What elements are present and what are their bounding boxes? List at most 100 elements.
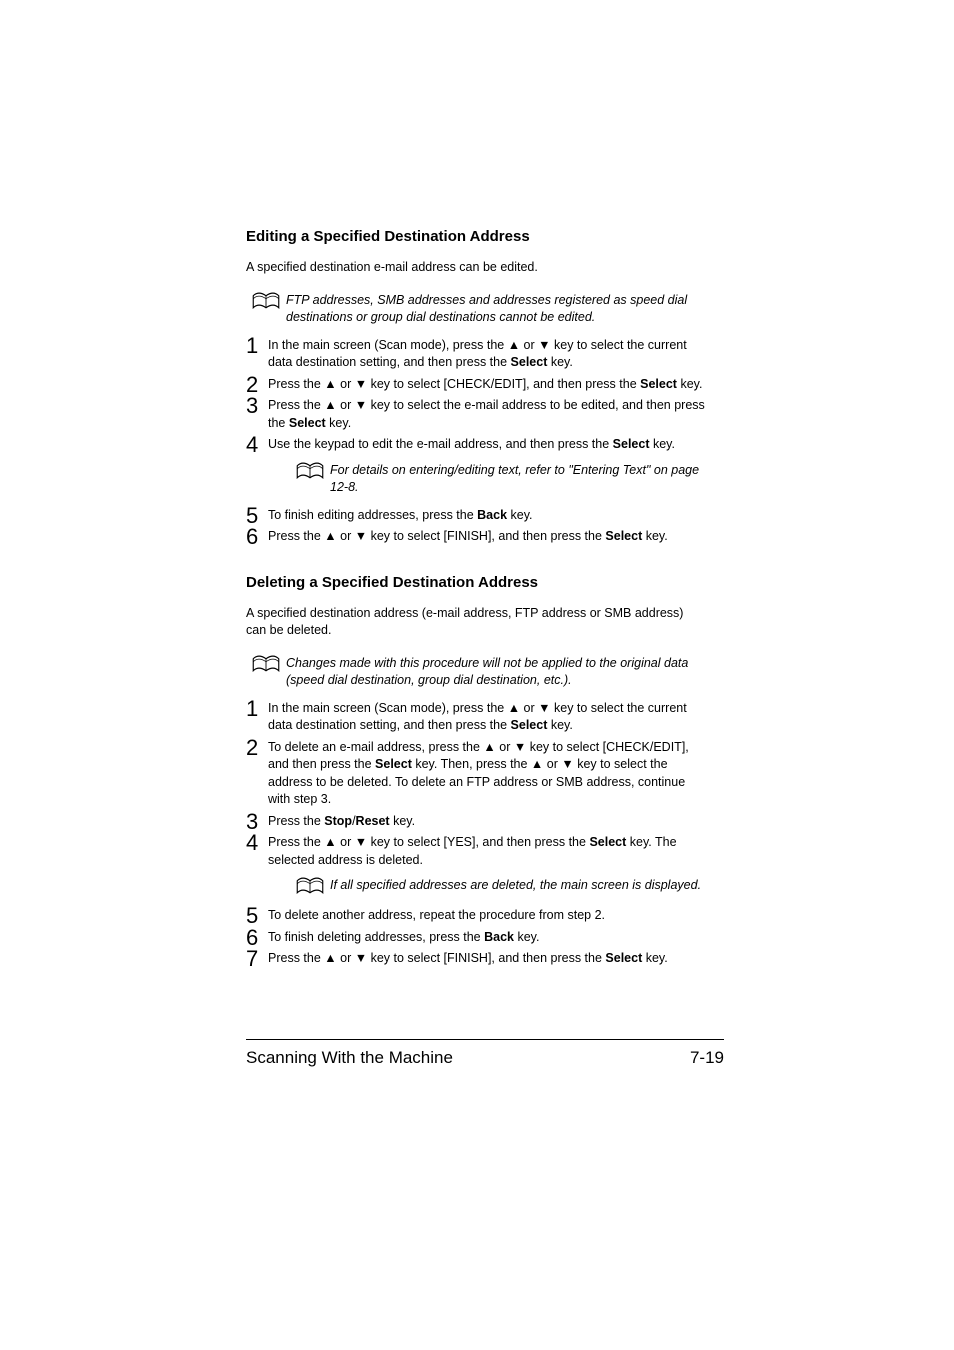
step-text: Press the	[268, 398, 324, 412]
step-text: Use the keypad to edit the e-mail addres…	[268, 437, 613, 451]
step: To finish editing addresses, press the B…	[246, 507, 706, 525]
footer-title: Scanning With the Machine	[246, 1048, 453, 1068]
step-text: key.	[514, 930, 539, 944]
step-text: Press the	[268, 951, 324, 965]
step-text: key.	[507, 508, 532, 522]
key-name: Select	[289, 416, 326, 430]
key-name: Select	[605, 529, 642, 543]
step-text: key.	[390, 814, 415, 828]
step: To finish deleting addresses, press the …	[246, 929, 706, 947]
step-text: In the main screen (Scan mode), press th…	[268, 338, 508, 352]
step-text: or	[520, 701, 538, 715]
up-triangle-icon: ▲	[324, 377, 336, 391]
up-triangle-icon: ▲	[324, 951, 336, 965]
step-text: key to select [YES], and then press the	[367, 835, 589, 849]
book-icon	[290, 460, 330, 482]
step: Press the Stop/Reset key.	[246, 813, 706, 831]
step-text: or	[496, 740, 514, 754]
note-block: If all specified addresses are deleted, …	[290, 875, 706, 897]
step-text: Press the	[268, 835, 324, 849]
step: In the main screen (Scan mode), press th…	[246, 337, 706, 372]
down-triangle-icon: ▼	[355, 835, 367, 849]
step: Press the ▲ or ▼ key to select [CHECK/ED…	[246, 376, 706, 394]
note-block: FTP addresses, SMB addresses and address…	[246, 290, 706, 327]
page-container: Editing a Specified Destination Address …	[0, 0, 954, 1350]
step-text: To finish deleting addresses, press the	[268, 930, 484, 944]
step-text: key.	[650, 437, 675, 451]
up-triangle-icon: ▲	[324, 529, 336, 543]
down-triangle-icon: ▼	[355, 951, 367, 965]
note-text: Changes made with this procedure will no…	[286, 653, 706, 690]
step-text: Press the	[268, 377, 324, 391]
page-number: 7-19	[690, 1048, 724, 1068]
step-text: key.	[326, 416, 351, 430]
key-name: Select	[511, 355, 548, 369]
step-text: To finish editing addresses, press the	[268, 508, 477, 522]
down-triangle-icon: ▼	[538, 338, 550, 352]
step: Press the ▲ or ▼ key to select the e-mai…	[246, 397, 706, 432]
step-text: or	[337, 835, 355, 849]
section-heading-delete: Deleting a Specified Destination Address	[246, 574, 706, 591]
key-name: Back	[484, 930, 514, 944]
up-triangle-icon: ▲	[324, 835, 336, 849]
note-text: FTP addresses, SMB addresses and address…	[286, 290, 706, 327]
down-triangle-icon: ▼	[355, 398, 367, 412]
step-text: or	[520, 338, 538, 352]
down-triangle-icon: ▼	[514, 740, 526, 754]
step: Use the keypad to edit the e-mail addres…	[246, 436, 706, 497]
up-triangle-icon: ▲	[324, 398, 336, 412]
down-triangle-icon: ▼	[355, 377, 367, 391]
key-name: Select	[589, 835, 626, 849]
step-text: or	[337, 951, 355, 965]
step-text: or	[337, 398, 355, 412]
step-text: key to select [FINISH], and then press t…	[367, 951, 605, 965]
book-icon	[246, 653, 286, 675]
step: To delete another address, repeat the pr…	[246, 907, 706, 925]
key-name: Reset	[356, 814, 390, 828]
step-text: key to select [FINISH], and then press t…	[367, 529, 605, 543]
step-text: key. Then, press the	[412, 757, 531, 771]
key-name: Select	[511, 718, 548, 732]
down-triangle-icon: ▼	[538, 701, 550, 715]
key-name: Select	[613, 437, 650, 451]
step-text: key.	[677, 377, 702, 391]
step-text: Press the	[268, 814, 324, 828]
section2: Deleting a Specified Destination Address…	[246, 574, 706, 968]
step-text: or	[337, 529, 355, 543]
up-triangle-icon: ▲	[483, 740, 495, 754]
up-triangle-icon: ▲	[508, 338, 520, 352]
step: In the main screen (Scan mode), press th…	[246, 700, 706, 735]
step-text: key to select [CHECK/EDIT], and then pre…	[367, 377, 640, 391]
steps-delete: In the main screen (Scan mode), press th…	[246, 700, 706, 968]
book-icon	[246, 290, 286, 312]
step-text: Press the	[268, 529, 324, 543]
section-heading-edit: Editing a Specified Destination Address	[246, 228, 706, 245]
down-triangle-icon: ▼	[561, 757, 573, 771]
step: Press the ▲ or ▼ key to select [FINISH],…	[246, 528, 706, 546]
content-area: Editing a Specified Destination Address …	[246, 228, 706, 968]
step-text: key.	[547, 355, 572, 369]
note-block: Changes made with this procedure will no…	[246, 653, 706, 690]
key-name: Select	[640, 377, 677, 391]
step-text: key.	[642, 529, 667, 543]
page-footer: Scanning With the Machine 7-19	[246, 1039, 724, 1068]
intro-delete: A specified destination address (e-mail …	[246, 605, 706, 639]
step-text: In the main screen (Scan mode), press th…	[268, 701, 508, 715]
step-text: key.	[642, 951, 667, 965]
note-block: For details on entering/editing text, re…	[290, 460, 706, 497]
steps-edit: In the main screen (Scan mode), press th…	[246, 337, 706, 546]
step: To delete an e-mail address, press the ▲…	[246, 739, 706, 809]
step-text: or	[543, 757, 561, 771]
book-icon	[290, 875, 330, 897]
note-text: For details on entering/editing text, re…	[330, 460, 706, 497]
key-name: Back	[477, 508, 507, 522]
key-name: Select	[605, 951, 642, 965]
note-text: If all specified addresses are deleted, …	[330, 875, 701, 895]
intro-edit: A specified destination e-mail address c…	[246, 259, 706, 276]
step: Press the ▲ or ▼ key to select [YES], an…	[246, 834, 706, 897]
key-name: Select	[375, 757, 412, 771]
up-triangle-icon: ▲	[508, 701, 520, 715]
step-text: To delete an e-mail address, press the	[268, 740, 483, 754]
down-triangle-icon: ▼	[355, 529, 367, 543]
key-name: Stop	[324, 814, 352, 828]
